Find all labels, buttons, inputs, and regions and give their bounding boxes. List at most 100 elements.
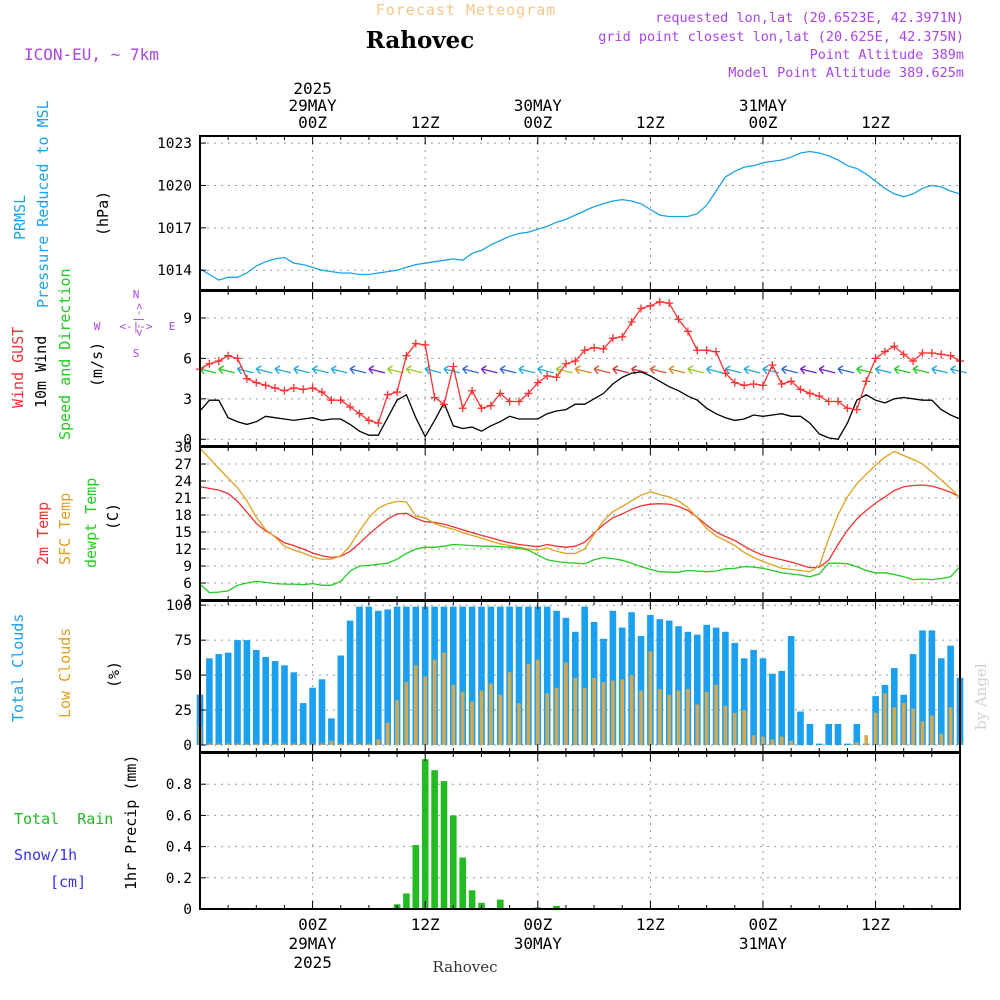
low-cloud-bar xyxy=(367,743,371,745)
low-cloud-bar xyxy=(601,682,606,745)
y-tick-label: 12 xyxy=(175,542,192,558)
wind-direction-arrow xyxy=(706,365,723,375)
precip-bar xyxy=(553,905,560,909)
wind-direction-arrow xyxy=(687,365,705,375)
total-cloud-bar xyxy=(309,687,316,745)
gust-marker xyxy=(233,354,242,363)
panel-frame xyxy=(199,446,961,601)
gust-marker xyxy=(768,361,777,370)
top-time-label: 00Z xyxy=(523,113,552,132)
total-cloud-bar xyxy=(778,670,785,745)
low-cloud-bar xyxy=(873,712,878,746)
gust-marker xyxy=(364,416,373,425)
series-line-dewpt-temp xyxy=(199,543,961,594)
low-cloud-bar xyxy=(320,743,324,745)
total-cloud-bar xyxy=(759,658,767,745)
gust-marker xyxy=(214,357,223,366)
low-cloud-bar xyxy=(920,721,925,745)
top-time-label: 00Z xyxy=(298,113,327,132)
gust-marker xyxy=(515,397,524,406)
low-cloud-bar xyxy=(733,712,737,746)
precip-bar xyxy=(421,759,429,909)
compass-arrows-h: <-|-> xyxy=(119,320,152,333)
total-cloud-bar xyxy=(346,620,354,745)
gust-marker xyxy=(571,357,580,366)
gust-marker xyxy=(317,388,326,397)
total-cloud-bar xyxy=(919,630,926,745)
gust-marker xyxy=(796,385,805,394)
low-cloud-bar xyxy=(892,707,897,746)
panel-frame xyxy=(199,752,961,910)
bottom-time-label: 00Z xyxy=(298,915,327,934)
gust-marker xyxy=(393,388,402,397)
wind-direction-arrow xyxy=(781,365,798,375)
total-cloud-bar xyxy=(253,649,260,745)
low-cloud-bar xyxy=(582,687,587,745)
gust-marker xyxy=(674,315,683,324)
super-title: Forecast Meteogram xyxy=(376,1,557,19)
gust-marker xyxy=(627,318,636,326)
grid-point-coords: grid point closest lon,lat (20.625E, 42.… xyxy=(598,29,964,45)
y-tick-label: 21 xyxy=(175,491,192,507)
y-tick-label: 18 xyxy=(175,508,192,524)
p1-label-prmsl: PRMSL xyxy=(11,195,29,240)
gust-marker xyxy=(468,386,477,395)
low-cloud-bar xyxy=(620,679,624,745)
low-cloud-bar xyxy=(761,736,765,745)
gust-marker xyxy=(890,342,899,351)
total-cloud-bar xyxy=(215,654,223,745)
gust-marker xyxy=(505,397,514,406)
total-cloud-bar xyxy=(515,606,523,745)
low-cloud-bar xyxy=(686,689,690,745)
low-cloud-bar xyxy=(648,651,653,745)
top-time-label: 2025 xyxy=(293,79,332,98)
low-cloud-bar xyxy=(339,743,343,745)
gust-marker xyxy=(402,351,411,360)
model-altitude: Model Point Altitude 389.625m xyxy=(728,65,964,81)
low-cloud-bar xyxy=(545,693,549,745)
p5-label-precip: 1hr Precip (mm) xyxy=(122,755,140,890)
top-time-label: 29MAY xyxy=(289,96,338,115)
y-tick-label: 6 xyxy=(183,576,192,592)
series-line-2m-temp xyxy=(199,484,961,569)
wind-direction-arrow xyxy=(837,365,855,375)
compass-s: S xyxy=(133,347,140,360)
precip-bar xyxy=(468,890,476,909)
y-tick-label: 50 xyxy=(175,668,192,684)
total-cloud-bar xyxy=(234,640,241,745)
requested-coords: requested lon,lat (20.6523E, 42.3971N) xyxy=(655,10,964,26)
low-cloud-bar xyxy=(423,676,427,745)
gust-marker xyxy=(299,385,308,394)
wind-direction-arrow xyxy=(424,365,442,375)
low-cloud-bar xyxy=(930,715,934,745)
wind-direction-arrow xyxy=(931,365,949,375)
wind-direction-arrow xyxy=(649,365,667,375)
p3-label-dew: dewpt Temp xyxy=(82,478,100,568)
gust-marker xyxy=(280,386,289,395)
y-tick-label: 1017 xyxy=(157,221,192,237)
gust-marker xyxy=(449,362,458,371)
wind-direction-arrow xyxy=(255,365,273,375)
wind-direction-arrow xyxy=(593,365,611,375)
y-tick-label: 0.8 xyxy=(166,777,192,793)
total-cloud-bar xyxy=(825,724,832,745)
gust-marker xyxy=(702,346,711,355)
y-tick-label: 3 xyxy=(183,392,192,408)
precip-bar xyxy=(431,770,438,909)
total-cloud-bar xyxy=(497,606,504,745)
gust-marker xyxy=(693,346,702,355)
low-cloud-bar xyxy=(226,743,230,745)
y-tick-label: 3 xyxy=(183,593,192,609)
wind-direction-arrow xyxy=(218,365,235,375)
low-cloud-bar xyxy=(883,693,887,745)
total-cloud-bar xyxy=(290,672,298,745)
total-cloud-bar xyxy=(450,606,457,745)
gust-marker xyxy=(543,371,552,380)
gust-marker xyxy=(787,377,796,386)
wind-direction-arrow xyxy=(405,365,423,375)
low-cloud-bar xyxy=(489,683,493,745)
bottom-time-label: 31MAY xyxy=(739,934,788,953)
total-cloud-bar xyxy=(365,606,373,745)
total-cloud-bar xyxy=(206,658,213,745)
gust-marker xyxy=(430,393,439,402)
